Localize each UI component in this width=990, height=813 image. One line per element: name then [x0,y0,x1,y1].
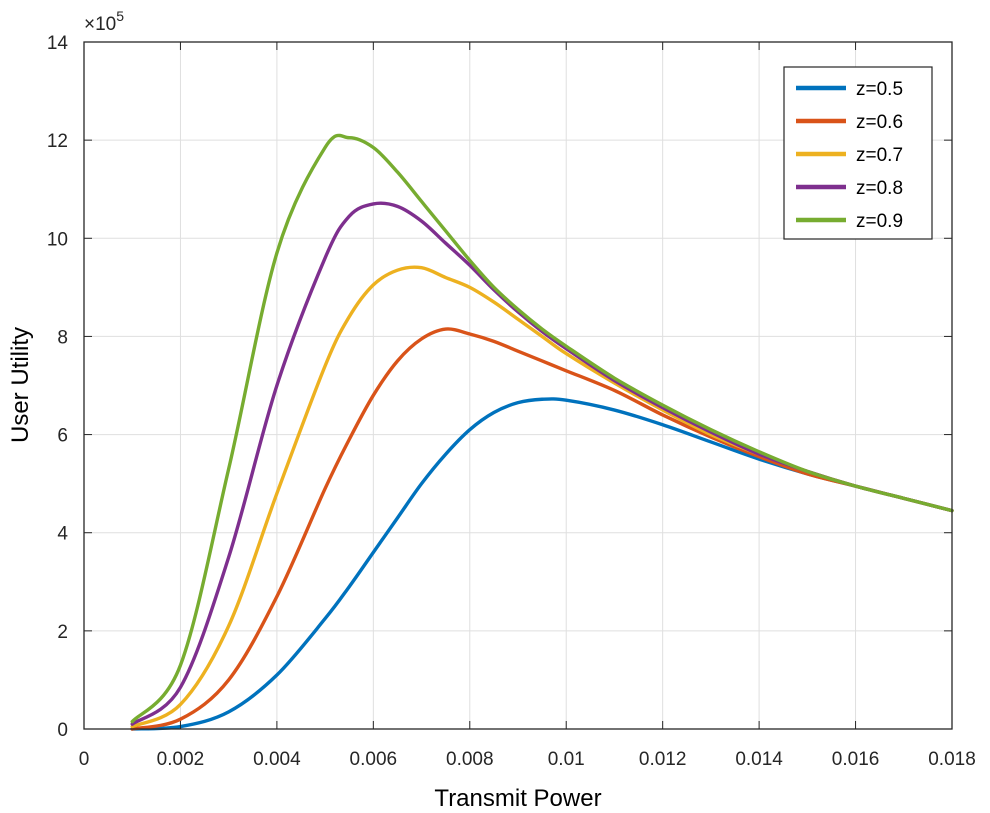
legend-label: z=0.6 [856,112,903,133]
y-axis-multiplier-exponent: 5 [116,8,124,24]
x-tick-label: 0.016 [832,749,880,770]
series-lines [130,133,954,731]
x-tick-label: 0 [79,749,90,770]
plot-frame [83,41,953,730]
legend-label: z=0.8 [856,178,903,199]
y-tick-label: 2 [57,622,68,643]
y-axis-label: User Utility [7,327,34,443]
series-line-z=0.8 [130,201,954,726]
y-tick-label: 10 [47,229,68,250]
y-tick-label: 12 [47,131,68,152]
x-tick-label: 0.014 [735,749,783,770]
x-tick-label: 0.012 [639,749,687,770]
series-line-z=0.6 [130,327,954,731]
legend: z=0.5 z=0.6 z=0.7 z=0.8 z=0.9 [783,66,933,240]
legend-label: z=0.5 [856,79,903,100]
y-axis-ticks: 0 2 4 6 8 10 12 14 [47,33,952,741]
y-axis-multiplier: ×105 [84,8,124,35]
x-tick-label: 0.01 [548,749,585,770]
x-tick-label: 0.008 [446,749,494,770]
x-axis-ticks: 0 0.002 0.004 0.006 0.008 0.01 0.012 0.014 0.016… [79,42,976,770]
x-tick-label: 0.004 [253,749,301,770]
series-line-z=0.9 [130,133,954,724]
y-tick-label: 6 [57,426,68,447]
legend-label: z=0.7 [856,145,903,166]
y-tick-label: 4 [57,524,68,545]
y-tick-label: 14 [47,33,69,54]
x-tick-label: 0.018 [928,749,976,770]
x-axis-label: Transmit Power [434,785,601,812]
y-tick-label: 0 [57,720,68,741]
x-tick-label: 0.002 [157,749,205,770]
y-tick-label: 8 [57,327,68,348]
legend-label: z=0.9 [856,211,903,232]
y-axis-multiplier-base: ×10 [84,14,116,35]
x-tick-label: 0.006 [350,749,398,770]
